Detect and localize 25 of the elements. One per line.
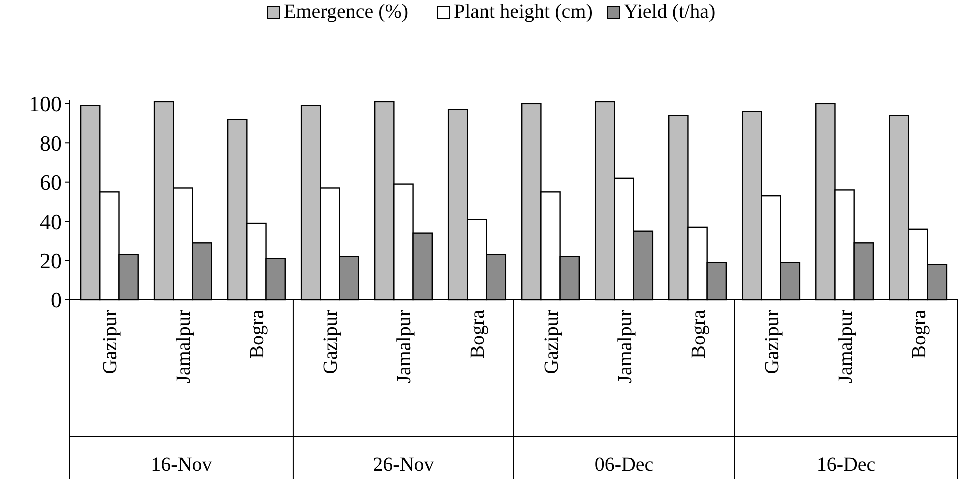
x-tick-label: Bogra — [908, 310, 930, 359]
text: 16-Nov — [151, 454, 212, 476]
text: 16-Dec — [816, 454, 876, 476]
x-tick-label: Jamalpur — [834, 310, 857, 384]
x-tick-label: Jamalpur — [173, 310, 196, 384]
y-tick-label: 0 — [51, 288, 62, 313]
text: 26-Nov — [373, 454, 434, 476]
x-tick-label: Jamalpur — [614, 310, 636, 384]
legend-label: Emergence (%) — [284, 1, 409, 23]
legend-label: Plant height (cm) — [454, 1, 593, 23]
x-tick-label: Bogra — [467, 310, 490, 359]
y-tick-label: 100 — [29, 92, 62, 117]
text: 06-Dec — [594, 454, 654, 476]
x-tick-label: Jamalpur — [394, 310, 416, 384]
x-tick-label: Bogra — [688, 310, 710, 359]
y-tick-label: 20 — [40, 248, 62, 274]
y-tick-label: 40 — [40, 209, 62, 234]
y-tick-label: 80 — [40, 130, 62, 156]
x-tick-label: Gazipur — [320, 310, 342, 374]
x-tick-label: Gazipur — [100, 310, 122, 374]
legend-label: Yield (t/ha) — [624, 1, 716, 23]
x-tick-label: Gazipur — [540, 310, 563, 374]
x-tick-label: Bogra — [246, 310, 269, 359]
x-tick-label: Gazipur — [761, 310, 784, 374]
y-tick-label: 60 — [40, 170, 62, 196]
